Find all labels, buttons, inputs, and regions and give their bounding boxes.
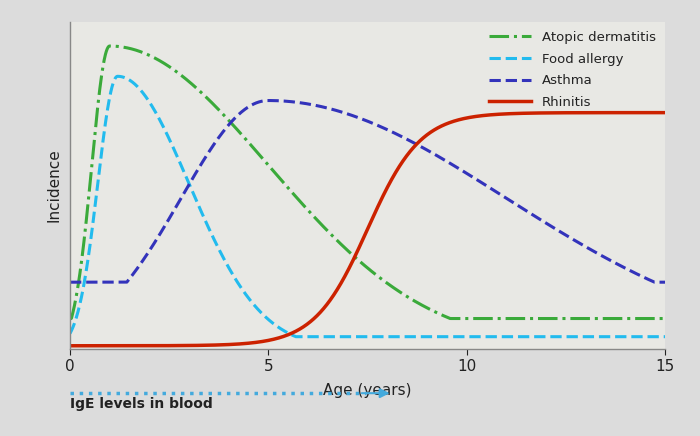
X-axis label: Age (years): Age (years) <box>323 382 412 398</box>
Text: IgE levels in blood: IgE levels in blood <box>70 397 213 411</box>
Legend: Atopic dermatitis, Food allergy, Asthma, Rhinitis: Atopic dermatitis, Food allergy, Asthma,… <box>484 26 661 114</box>
Y-axis label: Incidence: Incidence <box>47 148 62 222</box>
